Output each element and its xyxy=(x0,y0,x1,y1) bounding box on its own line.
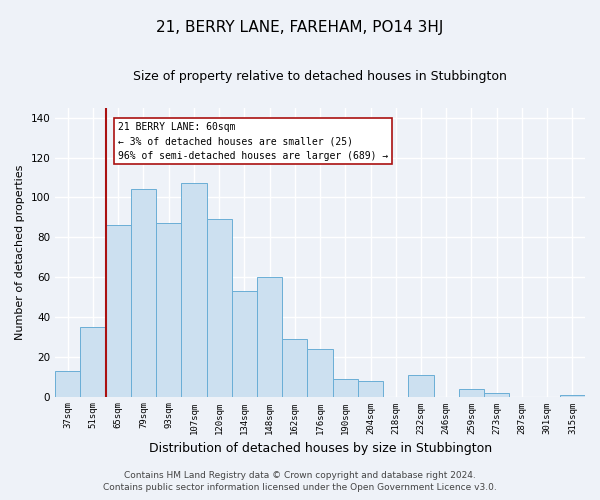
Bar xyxy=(232,291,257,397)
X-axis label: Distribution of detached houses by size in Stubbington: Distribution of detached houses by size … xyxy=(149,442,491,455)
Bar xyxy=(55,370,80,396)
Title: Size of property relative to detached houses in Stubbington: Size of property relative to detached ho… xyxy=(133,70,507,83)
Text: Contains HM Land Registry data © Crown copyright and database right 2024.
Contai: Contains HM Land Registry data © Crown c… xyxy=(103,471,497,492)
Bar xyxy=(131,190,156,396)
Bar xyxy=(332,378,358,396)
Bar xyxy=(257,277,282,396)
Bar xyxy=(459,388,484,396)
Bar xyxy=(156,224,181,396)
Bar xyxy=(307,349,332,397)
Bar xyxy=(80,327,106,396)
Bar xyxy=(484,392,509,396)
Y-axis label: Number of detached properties: Number of detached properties xyxy=(15,164,25,340)
Bar xyxy=(206,220,232,396)
Bar xyxy=(106,226,131,396)
Bar xyxy=(560,394,585,396)
Text: 21 BERRY LANE: 60sqm
← 3% of detached houses are smaller (25)
96% of semi-detach: 21 BERRY LANE: 60sqm ← 3% of detached ho… xyxy=(118,122,388,160)
Text: 21, BERRY LANE, FAREHAM, PO14 3HJ: 21, BERRY LANE, FAREHAM, PO14 3HJ xyxy=(157,20,443,35)
Bar xyxy=(409,374,434,396)
Bar xyxy=(181,184,206,396)
Bar xyxy=(358,380,383,396)
Bar xyxy=(282,339,307,396)
